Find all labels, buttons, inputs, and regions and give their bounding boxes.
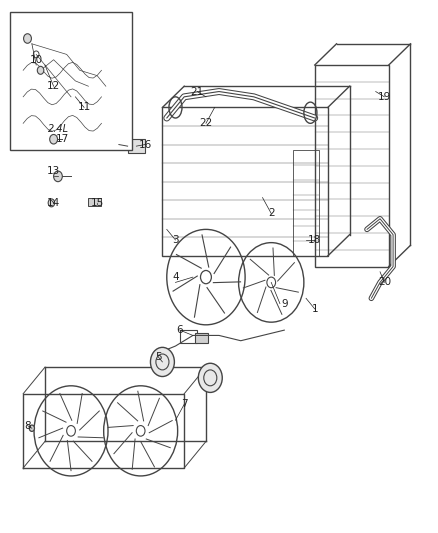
Text: 22: 22 <box>199 118 212 128</box>
Ellipse shape <box>48 199 55 207</box>
Text: 15: 15 <box>91 198 104 208</box>
Text: 1: 1 <box>311 304 318 314</box>
Ellipse shape <box>53 171 62 182</box>
Ellipse shape <box>29 425 35 431</box>
Text: 2.4L: 2.4L <box>47 124 68 134</box>
Ellipse shape <box>150 348 174 376</box>
Text: 14: 14 <box>47 198 60 208</box>
Text: 6: 6 <box>177 325 183 335</box>
Text: 11: 11 <box>78 102 91 112</box>
Text: 19: 19 <box>378 92 391 102</box>
Bar <box>180 330 197 343</box>
Text: 16: 16 <box>138 140 152 150</box>
Text: 21: 21 <box>191 86 204 96</box>
Bar <box>88 198 102 206</box>
Text: 17: 17 <box>56 134 69 144</box>
Bar <box>293 150 319 256</box>
Text: 10: 10 <box>30 55 43 64</box>
Bar <box>84 81 94 86</box>
Ellipse shape <box>198 364 222 392</box>
Bar <box>195 333 208 343</box>
Text: 7: 7 <box>181 399 187 409</box>
Ellipse shape <box>24 34 32 43</box>
Text: 4: 4 <box>172 272 179 282</box>
Bar <box>127 139 145 152</box>
Text: 8: 8 <box>24 421 31 431</box>
Bar <box>10 12 132 150</box>
Text: 18: 18 <box>308 235 321 245</box>
Bar <box>88 65 97 70</box>
Text: 13: 13 <box>47 166 60 176</box>
Bar <box>315 65 389 266</box>
Ellipse shape <box>37 66 44 74</box>
Text: 9: 9 <box>281 298 288 309</box>
Text: 3: 3 <box>172 235 179 245</box>
Text: 12: 12 <box>47 81 60 91</box>
Bar <box>67 101 78 108</box>
Text: 20: 20 <box>378 277 391 287</box>
Text: 5: 5 <box>155 352 161 361</box>
Bar <box>162 108 328 256</box>
Text: 2: 2 <box>268 208 275 219</box>
Ellipse shape <box>49 134 57 144</box>
